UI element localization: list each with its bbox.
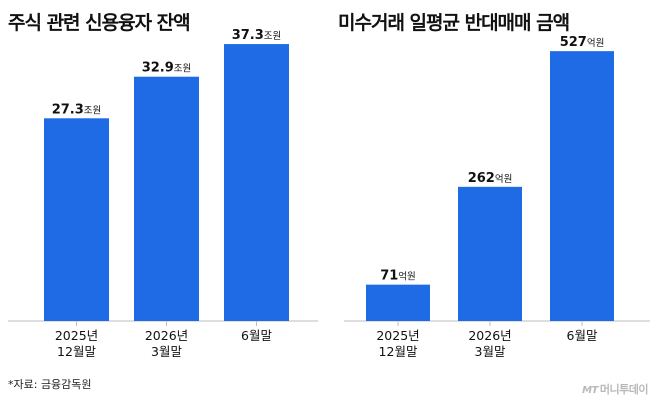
x-tick-label: 6월말 — [567, 328, 598, 343]
x-tick-label: 3월말 — [151, 344, 182, 359]
bar — [458, 186, 522, 321]
data-label-unit: 억원 — [398, 271, 415, 283]
x-tick-label: 2025년 — [55, 328, 98, 343]
x-tick-label: 2026년 — [468, 328, 511, 343]
bar — [44, 118, 109, 321]
x-tick-label: 2025년 — [376, 328, 419, 343]
data-label-unit: 억원 — [587, 37, 604, 49]
bar — [134, 76, 199, 321]
x-tick-label: 12월말 — [57, 344, 96, 359]
x-tick-label: 3월말 — [475, 344, 506, 359]
data-label-value: 527 — [560, 35, 587, 50]
x-tick-label: 2026년 — [145, 328, 188, 343]
logo-text: 머니투데이 — [599, 383, 649, 396]
data-label: 71억원 — [380, 269, 416, 284]
bar — [366, 284, 430, 321]
source-note: *자료: 금융감독원 — [8, 378, 92, 391]
x-tick-label: 12월말 — [379, 344, 418, 359]
data-label-value: 27.3 — [52, 102, 84, 117]
data-label: 262억원 — [468, 171, 513, 186]
data-label: 527억원 — [560, 35, 605, 50]
data-label: 32.9조원 — [142, 61, 192, 76]
chart-forced-liquidation-amount: 미수거래 일평균 반대매매 금액 71억원 2025년 12월말 262억원 2026년… — [330, 0, 658, 370]
brand-logo: MT 머니투데이 — [582, 381, 648, 397]
data-label-unit: 억원 — [495, 173, 512, 185]
bar — [550, 51, 614, 322]
logo-mark: MT — [582, 385, 598, 396]
data-label-unit: 조원 — [174, 64, 191, 75]
data-label-unit: 조원 — [264, 31, 281, 42]
bar — [224, 44, 289, 322]
data-label: 37.3조원 — [232, 28, 282, 43]
chart-title: 미수거래 일평균 반대매매 금액 — [338, 12, 570, 34]
chart-credit-loan-balance: 주식 관련 신용융자 잔액 27.3조원 2025년 12월말 32.9조원 2026년… — [0, 0, 320, 370]
data-label-value: 37.3 — [232, 28, 264, 43]
chart-title: 주식 관련 신용융자 잔액 — [8, 12, 191, 34]
data-label-value: 71 — [380, 269, 398, 284]
data-label-unit: 조원 — [84, 105, 101, 116]
x-tick-label: 6월말 — [241, 328, 272, 343]
data-label: 27.3조원 — [52, 102, 102, 117]
data-label-value: 32.9 — [142, 61, 174, 76]
data-label-value: 262 — [468, 171, 495, 186]
